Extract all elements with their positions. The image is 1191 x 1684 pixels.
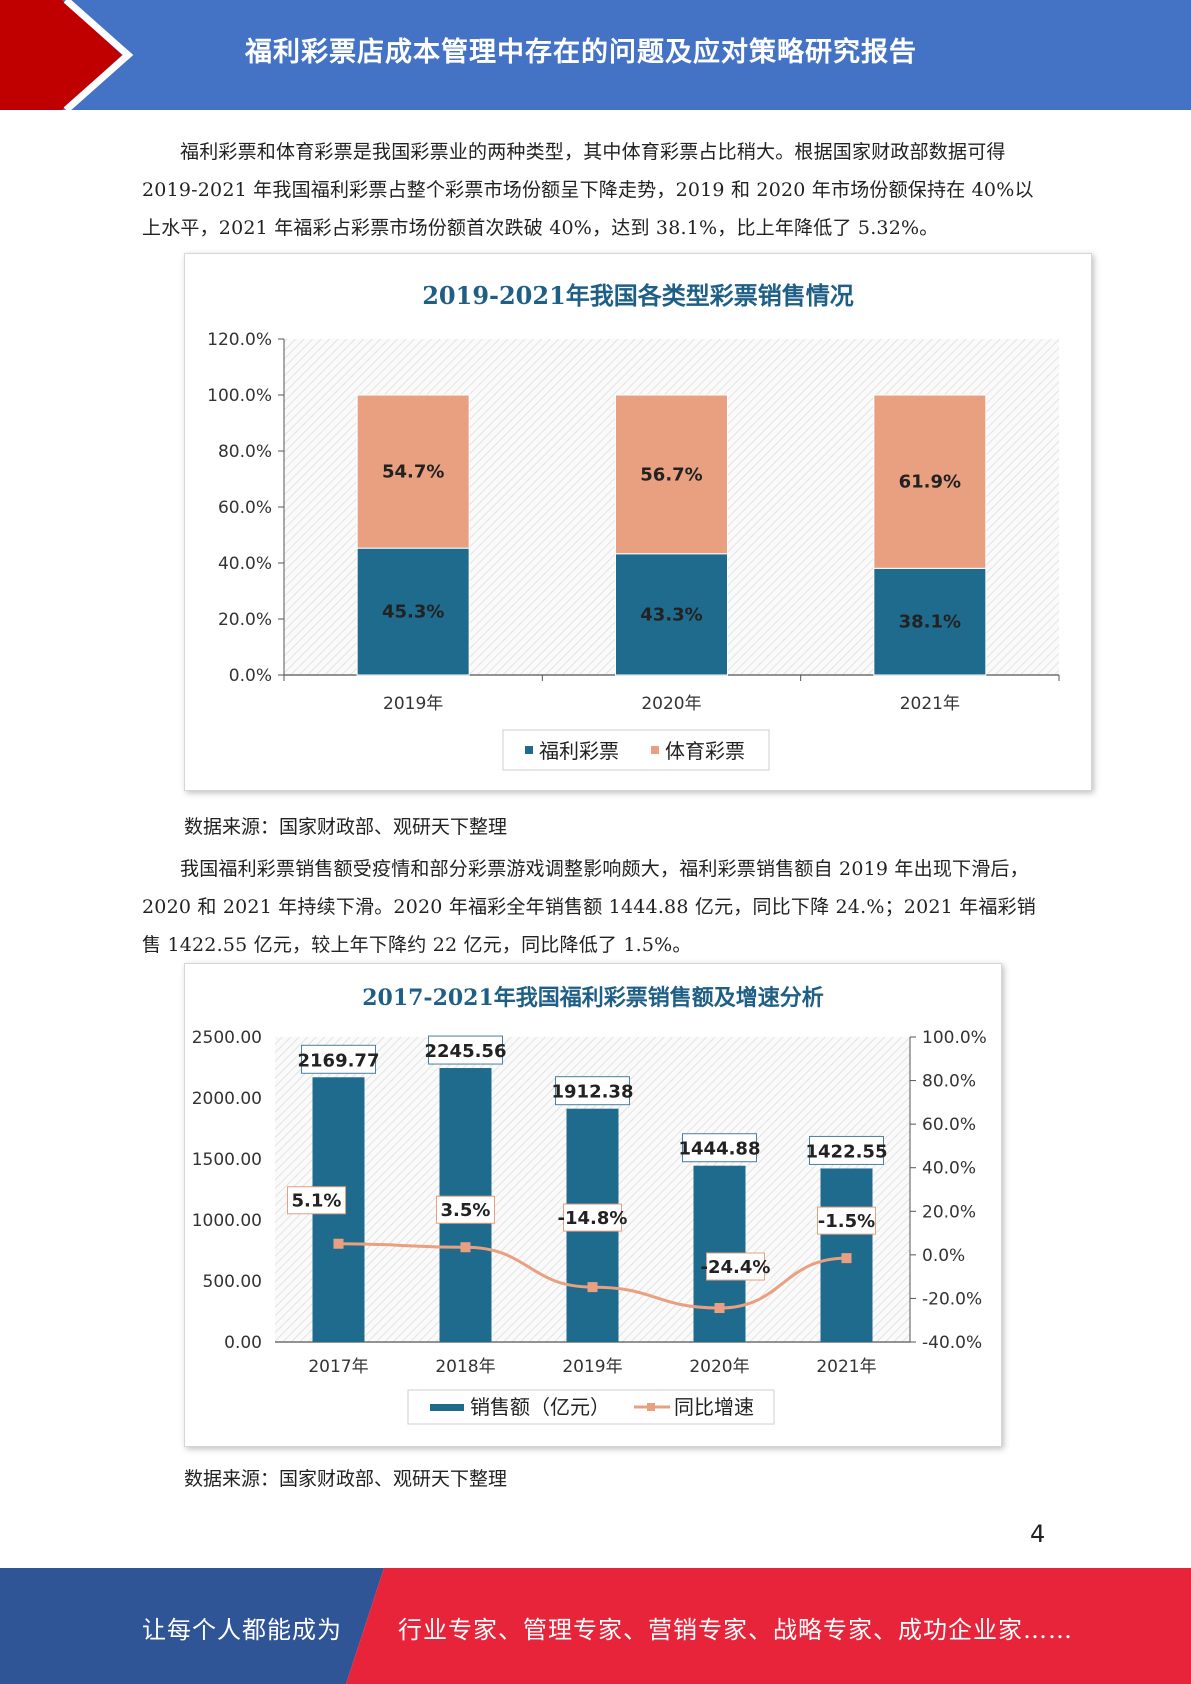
paragraph-sales: 我国福利彩票销售额受疫情和部分彩票游戏调整影响颇大，福利彩票销售额自 2019 … [142, 858, 1036, 956]
y-left-tick-label: 2000.00 [192, 1089, 262, 1109]
growth-label-box [436, 1195, 495, 1224]
y-left-tick-label: 2500.00 [192, 1028, 262, 1048]
y-tick-label: 120.0% [207, 330, 272, 350]
chart-title: 2019-2021年我国各类型彩票销售情况 [422, 281, 854, 310]
sales-value-label: 1422.55 [806, 1141, 888, 1162]
y-right-tick-label: 80.0% [922, 1072, 976, 1092]
x-category-label: 2021年 [816, 1357, 876, 1377]
welfare-bar-label: 43.3% [640, 604, 702, 625]
sports-bar [873, 394, 987, 569]
growth-rate-point [460, 1242, 471, 1253]
growth-value-label: 3.5% [441, 1200, 491, 1221]
sales-value-label: 1912.38 [552, 1082, 634, 1103]
sales-label-box [301, 1044, 376, 1074]
page-number: 4 [1030, 1520, 1046, 1548]
sales-label-box [682, 1133, 757, 1163]
y-left-tick-label: 500.00 [203, 1272, 262, 1292]
footer-right-panel [346, 1568, 1191, 1684]
legend-marker-sales [430, 1404, 464, 1411]
data-source-2: 数据来源：国家财政部、观研天下整理 [184, 1468, 508, 1490]
paragraph-market-share: 福利彩票和体育彩票是我国彩票业的两种类型，其中体育彩票占比稍大。根据国家财政部数… [142, 141, 1034, 239]
x-category-label: 2019年 [383, 694, 443, 714]
chart-lottery-share-svg: 2019-2021年我国各类型彩票销售情况 0.0% 20.0% 40.0% 60.0%… [207, 281, 1060, 771]
sports-bar-label: 54.7% [382, 462, 444, 483]
report-title: 福利彩票店成本管理中存在的问题及应对策略研究报告 [245, 37, 917, 68]
growth-label-box [706, 1252, 765, 1281]
x-category-label: 2021年 [900, 694, 960, 714]
legend-marker-welfare [525, 746, 533, 754]
x-category-label: 2020年 [641, 694, 701, 714]
legend-label-sports: 体育彩票 [665, 739, 745, 763]
sales-label-box [555, 1076, 630, 1106]
welfare-bar [873, 567, 987, 676]
growth-value-label: -24.4% [701, 1257, 771, 1278]
legend-box [502, 729, 770, 771]
y-right-tick-label: 40.0% [922, 1159, 976, 1179]
x-category-label: 2020年 [689, 1357, 749, 1377]
welfare-bar-label: 38.1% [899, 612, 961, 633]
growth-label-box [287, 1186, 346, 1215]
y-right-tick-label: 100.0% [922, 1028, 987, 1048]
y-left-tick-label: 0.00 [224, 1333, 262, 1353]
y-tick-label: 60.0% [218, 498, 272, 518]
y-right-tick-label: 0.0% [922, 1246, 965, 1266]
y-left-tick-label: 1000.00 [192, 1211, 262, 1231]
x-category-label: 2018年 [435, 1357, 495, 1377]
sports-bar [356, 394, 470, 549]
y-right-tick-label: 60.0% [922, 1115, 976, 1135]
y-right-tick-label: 20.0% [922, 1202, 976, 1222]
chart-title: 2017-2021年我国福利彩票销售额及增速分析 [362, 985, 824, 1011]
footer-slogan-left: 让每个人都能成为 [142, 1616, 342, 1644]
sports-bar-label: 61.9% [899, 472, 961, 493]
growth-label-box [817, 1206, 876, 1235]
legend-marker-sports [651, 746, 659, 754]
arrow-decoration [0, 0, 134, 110]
y-tick-label: 20.0% [218, 610, 272, 630]
growth-rate-point [587, 1282, 598, 1293]
sales-label-box [809, 1135, 884, 1165]
chart-welfare-sales: 2017-2021年我国福利彩票销售额及增速分析 0.00 500.00 1000.0… [184, 963, 1002, 1447]
x-category-label: 2019年 [562, 1357, 622, 1377]
chart-lottery-share: 2019-2021年我国各类型彩票销售情况 0.0% 20.0% 40.0% 60.0%… [184, 253, 1092, 791]
y-right-tick-label: -20.0% [922, 1289, 982, 1309]
welfare-bar [356, 547, 470, 676]
growth-label-box [563, 1203, 622, 1232]
growth-rate-point [841, 1253, 852, 1264]
legend-label-welfare: 福利彩票 [539, 739, 619, 763]
y-tick-label: 100.0% [207, 386, 272, 406]
footer-slogan-right: 行业专家、管理专家、营销专家、战略专家、成功企业家…… [398, 1616, 1073, 1644]
sales-label-box [428, 1035, 503, 1065]
arrow-red-shape [0, 0, 122, 110]
y-tick-label: 40.0% [218, 554, 272, 574]
footer-left-panel [0, 1568, 384, 1684]
sports-bar [615, 394, 728, 555]
footer-band: 让每个人都能成为 行业专家、管理专家、营销专家、战略专家、成功企业家…… [0, 1568, 1191, 1684]
chart-welfare-sales-svg: 2017-2021年我国福利彩票销售额及增速分析 0.00 500.00 1000.0… [192, 985, 987, 1425]
arrow-white-chevron [63, 0, 134, 110]
welfare-bar-label: 45.3% [382, 602, 444, 623]
legend-box [407, 1389, 775, 1425]
growth-value-label: -14.8% [558, 1208, 628, 1229]
growth-value-label: 5.1% [292, 1191, 342, 1212]
welfare-bar [615, 553, 728, 676]
sales-value-label: 2169.77 [298, 1050, 380, 1071]
growth-rate-point [333, 1238, 344, 1249]
sports-bar-label: 56.7% [640, 464, 702, 485]
footer-background [0, 1568, 1191, 1684]
growth-rate-point [714, 1303, 725, 1314]
x-category-label: 2017年 [308, 1357, 368, 1377]
y-tick-label: 0.0% [229, 666, 272, 686]
sales-value-label: 2245.56 [425, 1041, 507, 1062]
y-tick-label: 80.0% [218, 442, 272, 462]
legend-label-sales: 销售额（亿元） [470, 1395, 610, 1419]
y-left-tick-label: 1500.00 [192, 1150, 262, 1170]
legend-marker-growth-point [647, 1403, 655, 1411]
y-right-tick-label: -40.0% [922, 1333, 982, 1353]
header-band: 福利彩票店成本管理中存在的问题及应对策略研究报告 [0, 0, 1191, 110]
sales-value-label: 1444.88 [679, 1139, 761, 1160]
legend-label-growth: 同比增速 [674, 1395, 754, 1419]
growth-value-label: -1.5% [818, 1211, 875, 1232]
data-source-1: 数据来源：国家财政部、观研天下整理 [184, 816, 508, 838]
